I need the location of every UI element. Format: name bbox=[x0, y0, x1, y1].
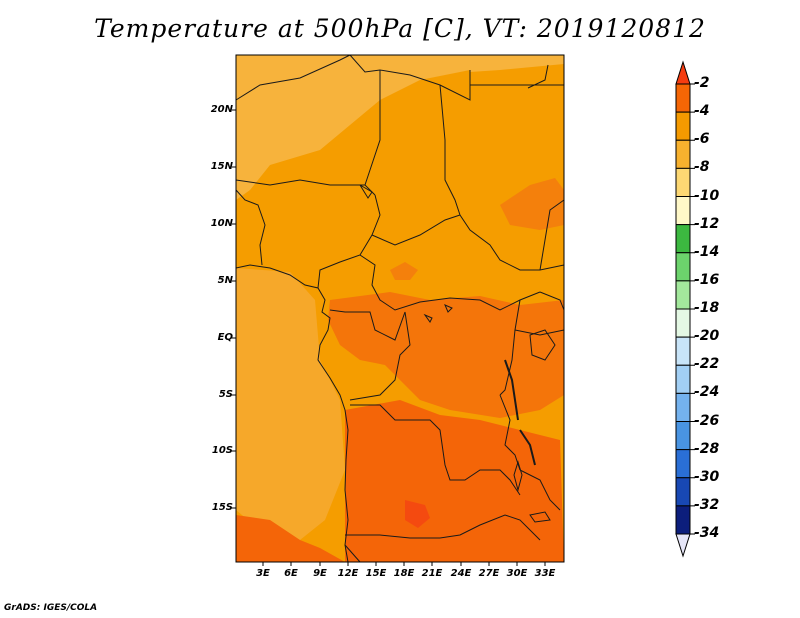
colorbar-label: -10 bbox=[694, 187, 720, 204]
colorbar-segment bbox=[675, 364, 691, 394]
colorbar-segment bbox=[675, 280, 691, 310]
colorbar-label: -32 bbox=[694, 496, 720, 513]
colorbar-label: -34 bbox=[694, 525, 720, 541]
colorbar-label: -30 bbox=[694, 468, 720, 485]
lat-label-10n: 10N bbox=[210, 218, 233, 229]
coastline bbox=[235, 264, 349, 563]
cool-region-northwest bbox=[236, 55, 470, 200]
lat-label-10s: 10S bbox=[211, 445, 233, 456]
colorbar-label: -22 bbox=[694, 356, 720, 373]
colorbar-segment bbox=[675, 421, 691, 451]
map-title: Temperature at 500hPa [C], VT: 201912081… bbox=[94, 14, 706, 43]
colorbar-label: -12 bbox=[694, 215, 720, 232]
colorbar-segment bbox=[675, 111, 691, 141]
cool-region-atlantic bbox=[236, 268, 345, 540]
colorbar-label: -2 bbox=[694, 75, 710, 91]
warm-region-southwest bbox=[236, 515, 345, 562]
lat-label-eq: EQ bbox=[217, 332, 233, 343]
colorbar-label: -26 bbox=[694, 412, 720, 429]
colorbar-label: -14 bbox=[694, 243, 720, 260]
lat-label-15n: 15N bbox=[210, 161, 233, 172]
lat-label-20n: 20N bbox=[210, 104, 233, 115]
colorbar-arrow-bottom bbox=[675, 533, 691, 558]
colorbar-segment bbox=[675, 167, 691, 197]
colorbar-arrow-top bbox=[675, 60, 691, 85]
lon-label-30e: 30E bbox=[506, 568, 528, 579]
hot-spot-south bbox=[405, 500, 430, 528]
colorbar-segment bbox=[675, 139, 691, 169]
colorbar-segment bbox=[675, 308, 691, 338]
lon-label-21e: 21E bbox=[421, 568, 443, 579]
colorbar-segment bbox=[675, 252, 691, 282]
lon-label-3e: 3E bbox=[256, 568, 270, 579]
colorbar-label: -8 bbox=[694, 159, 710, 176]
lon-label-18e: 18E bbox=[393, 568, 415, 579]
lon-ticks bbox=[262, 562, 546, 566]
lat-label-5n: 5N bbox=[217, 275, 233, 286]
lon-label-12e: 12E bbox=[337, 568, 359, 579]
colorbar-segment bbox=[675, 449, 691, 479]
colorbar-label: -18 bbox=[694, 300, 720, 316]
lat-label-15s: 15S bbox=[211, 502, 233, 513]
lon-label-33e: 33E bbox=[534, 568, 556, 579]
cool-region-north-strip bbox=[236, 55, 564, 72]
colorbar-label: -28 bbox=[694, 440, 720, 457]
colorbar bbox=[675, 60, 695, 558]
colorbar-segment bbox=[675, 196, 691, 226]
colorbar-label: -16 bbox=[694, 271, 720, 288]
lon-label-15e: 15E bbox=[365, 568, 387, 579]
colorbar-segment bbox=[675, 83, 691, 113]
colorbar-label: -4 bbox=[694, 103, 710, 120]
colorbar-segment bbox=[675, 505, 691, 535]
colorbar-label: -20 bbox=[694, 328, 720, 345]
footer-credit: GrADS: IGES/COLA bbox=[4, 603, 98, 613]
colorbar-segment bbox=[675, 336, 691, 366]
warm-region-south bbox=[345, 400, 564, 562]
map-frame bbox=[235, 54, 565, 563]
colorbar-segment bbox=[675, 392, 691, 422]
country-borders bbox=[235, 54, 565, 563]
colorbar-segment bbox=[675, 477, 691, 507]
warm-region-central bbox=[328, 292, 564, 418]
lat-label-5s: 5S bbox=[218, 389, 233, 400]
colorbar-label: -6 bbox=[694, 131, 710, 148]
colorbar-segment bbox=[675, 224, 691, 254]
lon-label-27e: 27E bbox=[478, 568, 500, 579]
warm-patch-east bbox=[500, 178, 564, 230]
lon-label-6e: 6E bbox=[284, 568, 298, 579]
lon-label-24e: 24E bbox=[450, 568, 472, 579]
colorbar-label: -24 bbox=[694, 384, 720, 401]
lon-label-9e: 9E bbox=[313, 568, 327, 579]
warm-patch-small bbox=[390, 262, 418, 280]
lat-ticks bbox=[232, 109, 236, 509]
